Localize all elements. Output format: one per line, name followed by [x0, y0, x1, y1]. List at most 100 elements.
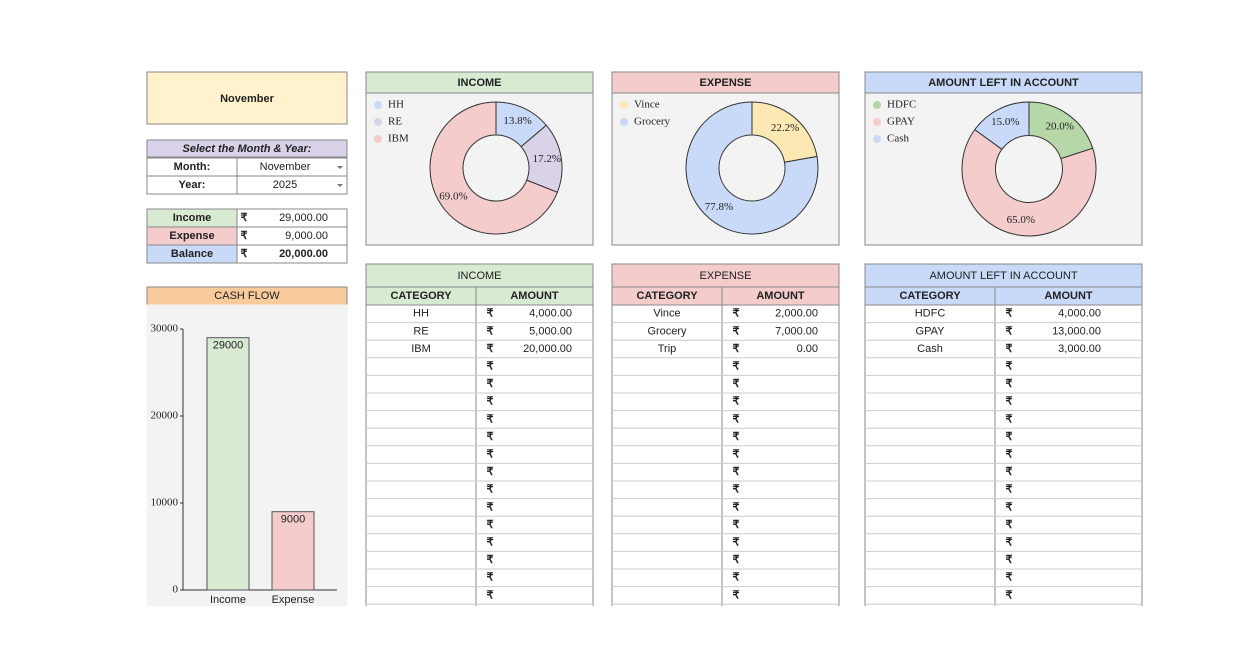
currency: ₹ [733, 325, 740, 337]
currency: ₹ [733, 537, 740, 549]
table-header: CATEGORY [636, 290, 698, 302]
table-header: AMOUNT [510, 290, 559, 302]
currency: ₹ [241, 248, 248, 260]
currency: ₹ [487, 466, 494, 478]
currency: ₹ [733, 449, 740, 461]
dropdown-arrow [337, 184, 343, 187]
slice-label: 15.0% [991, 116, 1019, 128]
x-tick-label: Expense [272, 594, 315, 606]
currency: ₹ [487, 554, 494, 566]
chart-title: AMOUNT LEFT IN ACCOUNT [928, 77, 1079, 89]
table-header-cell [994, 286, 1143, 306]
table-header: CATEGORY [899, 290, 961, 302]
currency: ₹ [733, 413, 740, 425]
currency: ₹ [487, 537, 494, 549]
y-tick-label: 0 [173, 584, 179, 596]
currency: ₹ [487, 449, 494, 461]
currency: ₹ [1006, 308, 1013, 320]
legend-label: GPAY [887, 116, 915, 128]
currency: ₹ [733, 466, 740, 478]
bar-value-label: 9000 [281, 514, 305, 526]
table-header: AMOUNT [1044, 290, 1093, 302]
slice-label: 65.0% [1007, 214, 1035, 226]
x-tick-label: Income [210, 594, 246, 606]
legend-label: RE [388, 116, 402, 128]
table-title: AMOUNT LEFT IN ACCOUNT [929, 270, 1077, 282]
currency: ₹ [487, 572, 494, 584]
currency: ₹ [733, 431, 740, 443]
slice-label: 17.2% [533, 153, 561, 165]
page-bottom [0, 606, 1249, 657]
legend-swatch [374, 118, 382, 126]
donut-slice [685, 101, 819, 235]
month-box [146, 71, 348, 125]
summary-label: Balance [171, 248, 213, 260]
currency: ₹ [1006, 361, 1013, 373]
table-cell: RE [413, 325, 428, 337]
currency: ₹ [1006, 378, 1013, 390]
legend-swatch [620, 101, 628, 109]
currency: ₹ [487, 378, 494, 390]
summary-label: Income [173, 212, 212, 224]
legend-swatch [873, 101, 881, 109]
currency: ₹ [733, 554, 740, 566]
selector-value-cell [236, 175, 348, 195]
legend-label: HDFC [887, 99, 916, 111]
selector-header [146, 139, 348, 158]
currency: ₹ [1006, 501, 1013, 513]
summary-value: 29,000.00 [279, 212, 328, 224]
legend-swatch [873, 135, 881, 143]
selector-title: Select the Month & Year: [183, 143, 312, 155]
currency: ₹ [487, 501, 494, 513]
selector-value: November [260, 161, 311, 173]
currency: ₹ [733, 343, 740, 355]
chart-title: INCOME [458, 77, 502, 89]
table-cell: 5,000.00 [529, 325, 572, 337]
table-cell: GPAY [916, 325, 946, 337]
table-cell: HDFC [915, 308, 946, 320]
table-cell: IBM [411, 343, 431, 355]
table-cell: 20,000.00 [523, 343, 572, 355]
currency: ₹ [1006, 554, 1013, 566]
currency: ₹ [1006, 466, 1013, 478]
table-cell: Vince [653, 308, 680, 320]
currency: ₹ [487, 325, 494, 337]
table-header: AMOUNT [756, 290, 805, 302]
summary-value-cell [236, 244, 348, 264]
chart-title: EXPENSE [700, 77, 752, 89]
selector-label: Year: [179, 179, 206, 191]
table-title: INCOME [458, 270, 502, 282]
table-cell: 2,000.00 [775, 308, 818, 320]
selector-label: Month: [174, 161, 211, 173]
currency: ₹ [487, 431, 494, 443]
donut-slice [429, 101, 559, 235]
slice-label: 20.0% [1046, 120, 1074, 132]
slice-label: 13.8% [503, 115, 531, 127]
table-cell: 0.00 [797, 343, 818, 355]
currency: ₹ [1006, 484, 1013, 496]
currency: ₹ [487, 589, 494, 601]
donut-slice [961, 128, 1097, 237]
table-cell: 13,000.00 [1052, 325, 1101, 337]
currency: ₹ [733, 396, 740, 408]
currency: ₹ [733, 501, 740, 513]
currency: ₹ [487, 413, 494, 425]
summary-value: 9,000.00 [285, 230, 328, 242]
currency: ₹ [733, 484, 740, 496]
summary-value: 20,000.00 [279, 248, 328, 260]
currency: ₹ [1006, 413, 1013, 425]
currency: ₹ [241, 230, 248, 242]
chart-header [365, 71, 594, 94]
table-header-cell [475, 286, 594, 306]
currency: ₹ [487, 396, 494, 408]
table-cell: 7,000.00 [775, 325, 818, 337]
month-title: November [220, 93, 275, 105]
legend-label: HH [388, 99, 404, 111]
currency: ₹ [487, 343, 494, 355]
slice-label: 77.8% [705, 201, 733, 213]
table-header-cell [721, 286, 840, 306]
currency: ₹ [733, 378, 740, 390]
currency: ₹ [1006, 431, 1013, 443]
currency: ₹ [1006, 572, 1013, 584]
